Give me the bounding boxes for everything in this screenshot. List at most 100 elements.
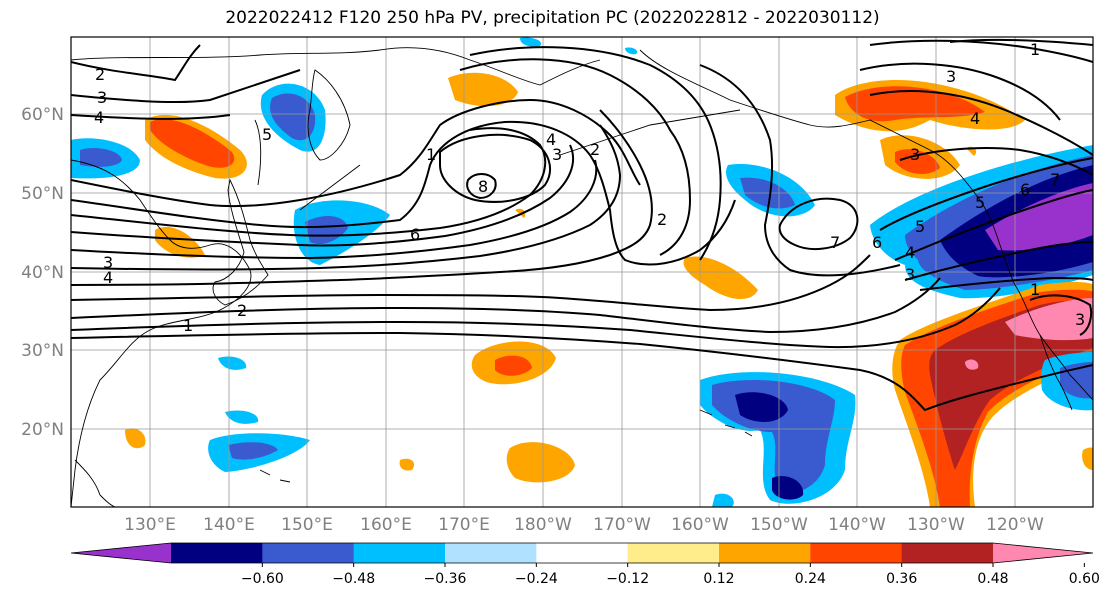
contour-label: 3: [97, 88, 107, 107]
negative-anomaly-area: [772, 475, 804, 500]
contour-label: 6: [872, 233, 882, 252]
negative-anomaly-area: [225, 410, 259, 424]
latitude-axis: 60°N 50°N 40°N 30°N 20°N: [21, 105, 64, 440]
lat-label: 40°N: [21, 263, 64, 283]
negative-anomaly-area: [270, 93, 316, 141]
lat-label: 60°N: [21, 105, 64, 125]
contour-label: 3: [103, 253, 113, 272]
colorbar-tick-label: 0.12: [703, 571, 734, 587]
colorbar-swatch: [171, 543, 263, 563]
pv-contour-line: [71, 44, 201, 82]
contour-label: 3: [946, 67, 956, 86]
contour-label: 4: [94, 108, 104, 127]
pv-contour-line: [894, 189, 1093, 261]
map-title: 2022022412 F120 250 hPa PV, precipitatio…: [225, 8, 880, 28]
asia-coastline: [71, 159, 252, 507]
positive-anomaly-area: [683, 256, 758, 300]
pv-contour-line: [71, 98, 641, 208]
contour-label: 4: [546, 130, 556, 149]
positive-anomaly-area: [150, 119, 235, 168]
baja-coastline: [1039, 334, 1073, 411]
colorbar-tick-label: −0.60: [241, 571, 284, 587]
lon-label: 160°W: [671, 515, 729, 535]
pv-contour-line: [778, 197, 859, 251]
pv-contour-line: [71, 120, 736, 266]
positive-anomaly-area: [506, 442, 575, 483]
contour-labels: 2 3 4 1 2 3 4 1 5 4 3 2 8 6 2 7 6 5 4 3 …: [94, 40, 1085, 335]
contour-label: 2: [657, 210, 667, 229]
contour-label: 7: [830, 233, 840, 252]
colorbar-tick-label: −0.12: [606, 571, 649, 587]
contour-label: 2: [237, 301, 247, 320]
contour-label: 2: [95, 65, 105, 84]
pv-contour-line: [869, 39, 1093, 63]
positive-anomaly-area: [125, 428, 146, 449]
lon-label: 140°E: [203, 515, 255, 535]
contour-label: 4: [970, 109, 980, 128]
colorbar-tick-label: 0.24: [795, 571, 826, 587]
contour-label: 1: [426, 145, 436, 164]
lon-label: 170°W: [593, 515, 651, 535]
positive-anomaly-area: [1005, 298, 1093, 341]
kamchatka-coastline: [307, 69, 351, 161]
positive-anomaly-area: [929, 300, 1093, 470]
lon-label: 160°E: [360, 515, 412, 535]
lat-label: 50°N: [21, 184, 64, 204]
positive-anomaly-area: [895, 149, 940, 174]
negative-anomaly-area: [985, 183, 1093, 251]
pv-contour-line: [459, 58, 692, 256]
pv-contour-line: [71, 254, 871, 312]
negative-anomaly-area: [228, 442, 278, 460]
lon-label: 180°W: [514, 515, 572, 535]
gridlines: [71, 37, 1093, 507]
colorbar-tick-label: 0.60: [1069, 571, 1100, 587]
contour-label: 4: [103, 268, 113, 287]
contour-label: 6: [410, 225, 420, 244]
colorbar-swatch: [901, 543, 994, 563]
aleutian-islands: [559, 109, 741, 156]
alaska-coastline: [639, 49, 1016, 286]
japan-coastline: [212, 178, 269, 306]
pv-contour-line: [879, 157, 1093, 231]
pv-contour-line: [71, 144, 575, 247]
colorbar-swatch: [719, 543, 811, 563]
lat-label: 30°N: [21, 341, 64, 361]
negative-anomaly-area: [218, 356, 247, 370]
longitude-axis: 130°E 140°E 150°E 160°E 170°E 180°W 170°…: [124, 515, 1044, 535]
contour-label: 5: [262, 125, 272, 144]
colorbar-tick-label: 0.48: [977, 571, 1008, 587]
pv-contour-line: [466, 173, 497, 200]
contour-label: 6: [1020, 180, 1030, 199]
lat-label: 20°N: [21, 420, 64, 440]
colorbar-swatch: [536, 543, 629, 563]
colorbar-swatch: [445, 543, 537, 563]
contour-label: 5: [915, 217, 925, 236]
philippines-coastline: [74, 459, 116, 507]
positive-anomaly-area: [965, 359, 979, 370]
hawaii-islands: [699, 409, 753, 437]
pv-contour-line: [71, 127, 547, 237]
colorbar-tick-label: −0.48: [332, 571, 375, 587]
pv-contour-line: [71, 287, 1001, 349]
lon-label: 130°W: [907, 515, 965, 535]
colorbar-tick-label: −0.36: [424, 571, 467, 587]
positive-anomaly-area: [155, 226, 205, 258]
pv-contour-line: [919, 276, 1093, 291]
north-america-coastline: [1014, 284, 1093, 401]
contour-label: 7: [1050, 170, 1060, 189]
siberia-coastline: [71, 47, 601, 86]
contour-label: 5: [975, 193, 985, 212]
colorbar-swatch: [627, 543, 720, 563]
kuril-islands: [299, 164, 361, 211]
colorbar-tick-label: −0.24: [515, 571, 558, 587]
sakhalin-coastline: [254, 119, 262, 186]
contour-label: 8: [478, 177, 488, 196]
positive-anomaly-area: [399, 458, 415, 471]
positive-anomaly-area: [1082, 447, 1093, 470]
lon-label: 170°E: [438, 515, 490, 535]
pv-contour-line: [869, 90, 1093, 156]
lon-label: 150°W: [750, 515, 808, 535]
pv-contour-line: [439, 133, 551, 203]
positive-anomaly-area: [448, 72, 518, 107]
pv-contour-line: [71, 331, 1093, 412]
